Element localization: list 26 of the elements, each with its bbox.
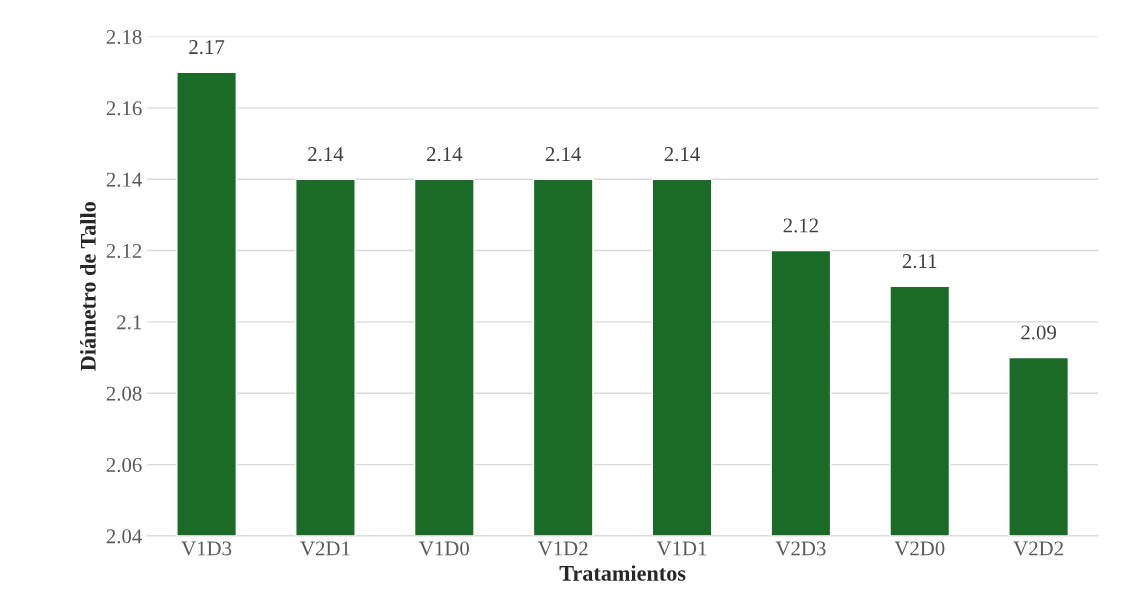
- x-tick-label: V2D2: [1013, 541, 1063, 556]
- data-label: 2.17: [189, 40, 225, 55]
- x-tick-label: V2D0: [894, 541, 945, 556]
- data-label: 2.14: [308, 147, 344, 162]
- data-label: 2.12: [783, 218, 818, 233]
- data-label: 2.09: [1021, 325, 1056, 340]
- y-tick-label: 2.04: [106, 529, 142, 544]
- x-tick-label: V2D1: [300, 541, 350, 556]
- y-tick-label: 2.08: [106, 386, 142, 401]
- y-tick-label: 2.12: [106, 243, 142, 259]
- y-tick-label: 2.14: [106, 172, 142, 187]
- y-tick-label: 2.1: [117, 315, 142, 330]
- data-label: 2.11: [902, 254, 937, 269]
- y-tick-label: 2.18: [106, 29, 142, 45]
- x-axis-title: Tratamientos: [559, 565, 686, 581]
- y-axis-title: Diámetro de Tallo: [80, 202, 96, 371]
- data-label: 2.14: [427, 147, 463, 162]
- y-tick-label: 2.16: [106, 101, 142, 116]
- x-tick-label: V1D1: [656, 541, 707, 556]
- data-label: 2.14: [545, 147, 582, 162]
- x-tick-label: V1D3: [181, 541, 232, 556]
- x-tick-label: V2D3: [775, 541, 826, 556]
- x-tick-label: V1D0: [419, 541, 469, 556]
- y-tick-label: 2.06: [106, 457, 142, 473]
- data-label: 2.14: [664, 147, 700, 162]
- x-tick-label: V1D2: [537, 541, 588, 556]
